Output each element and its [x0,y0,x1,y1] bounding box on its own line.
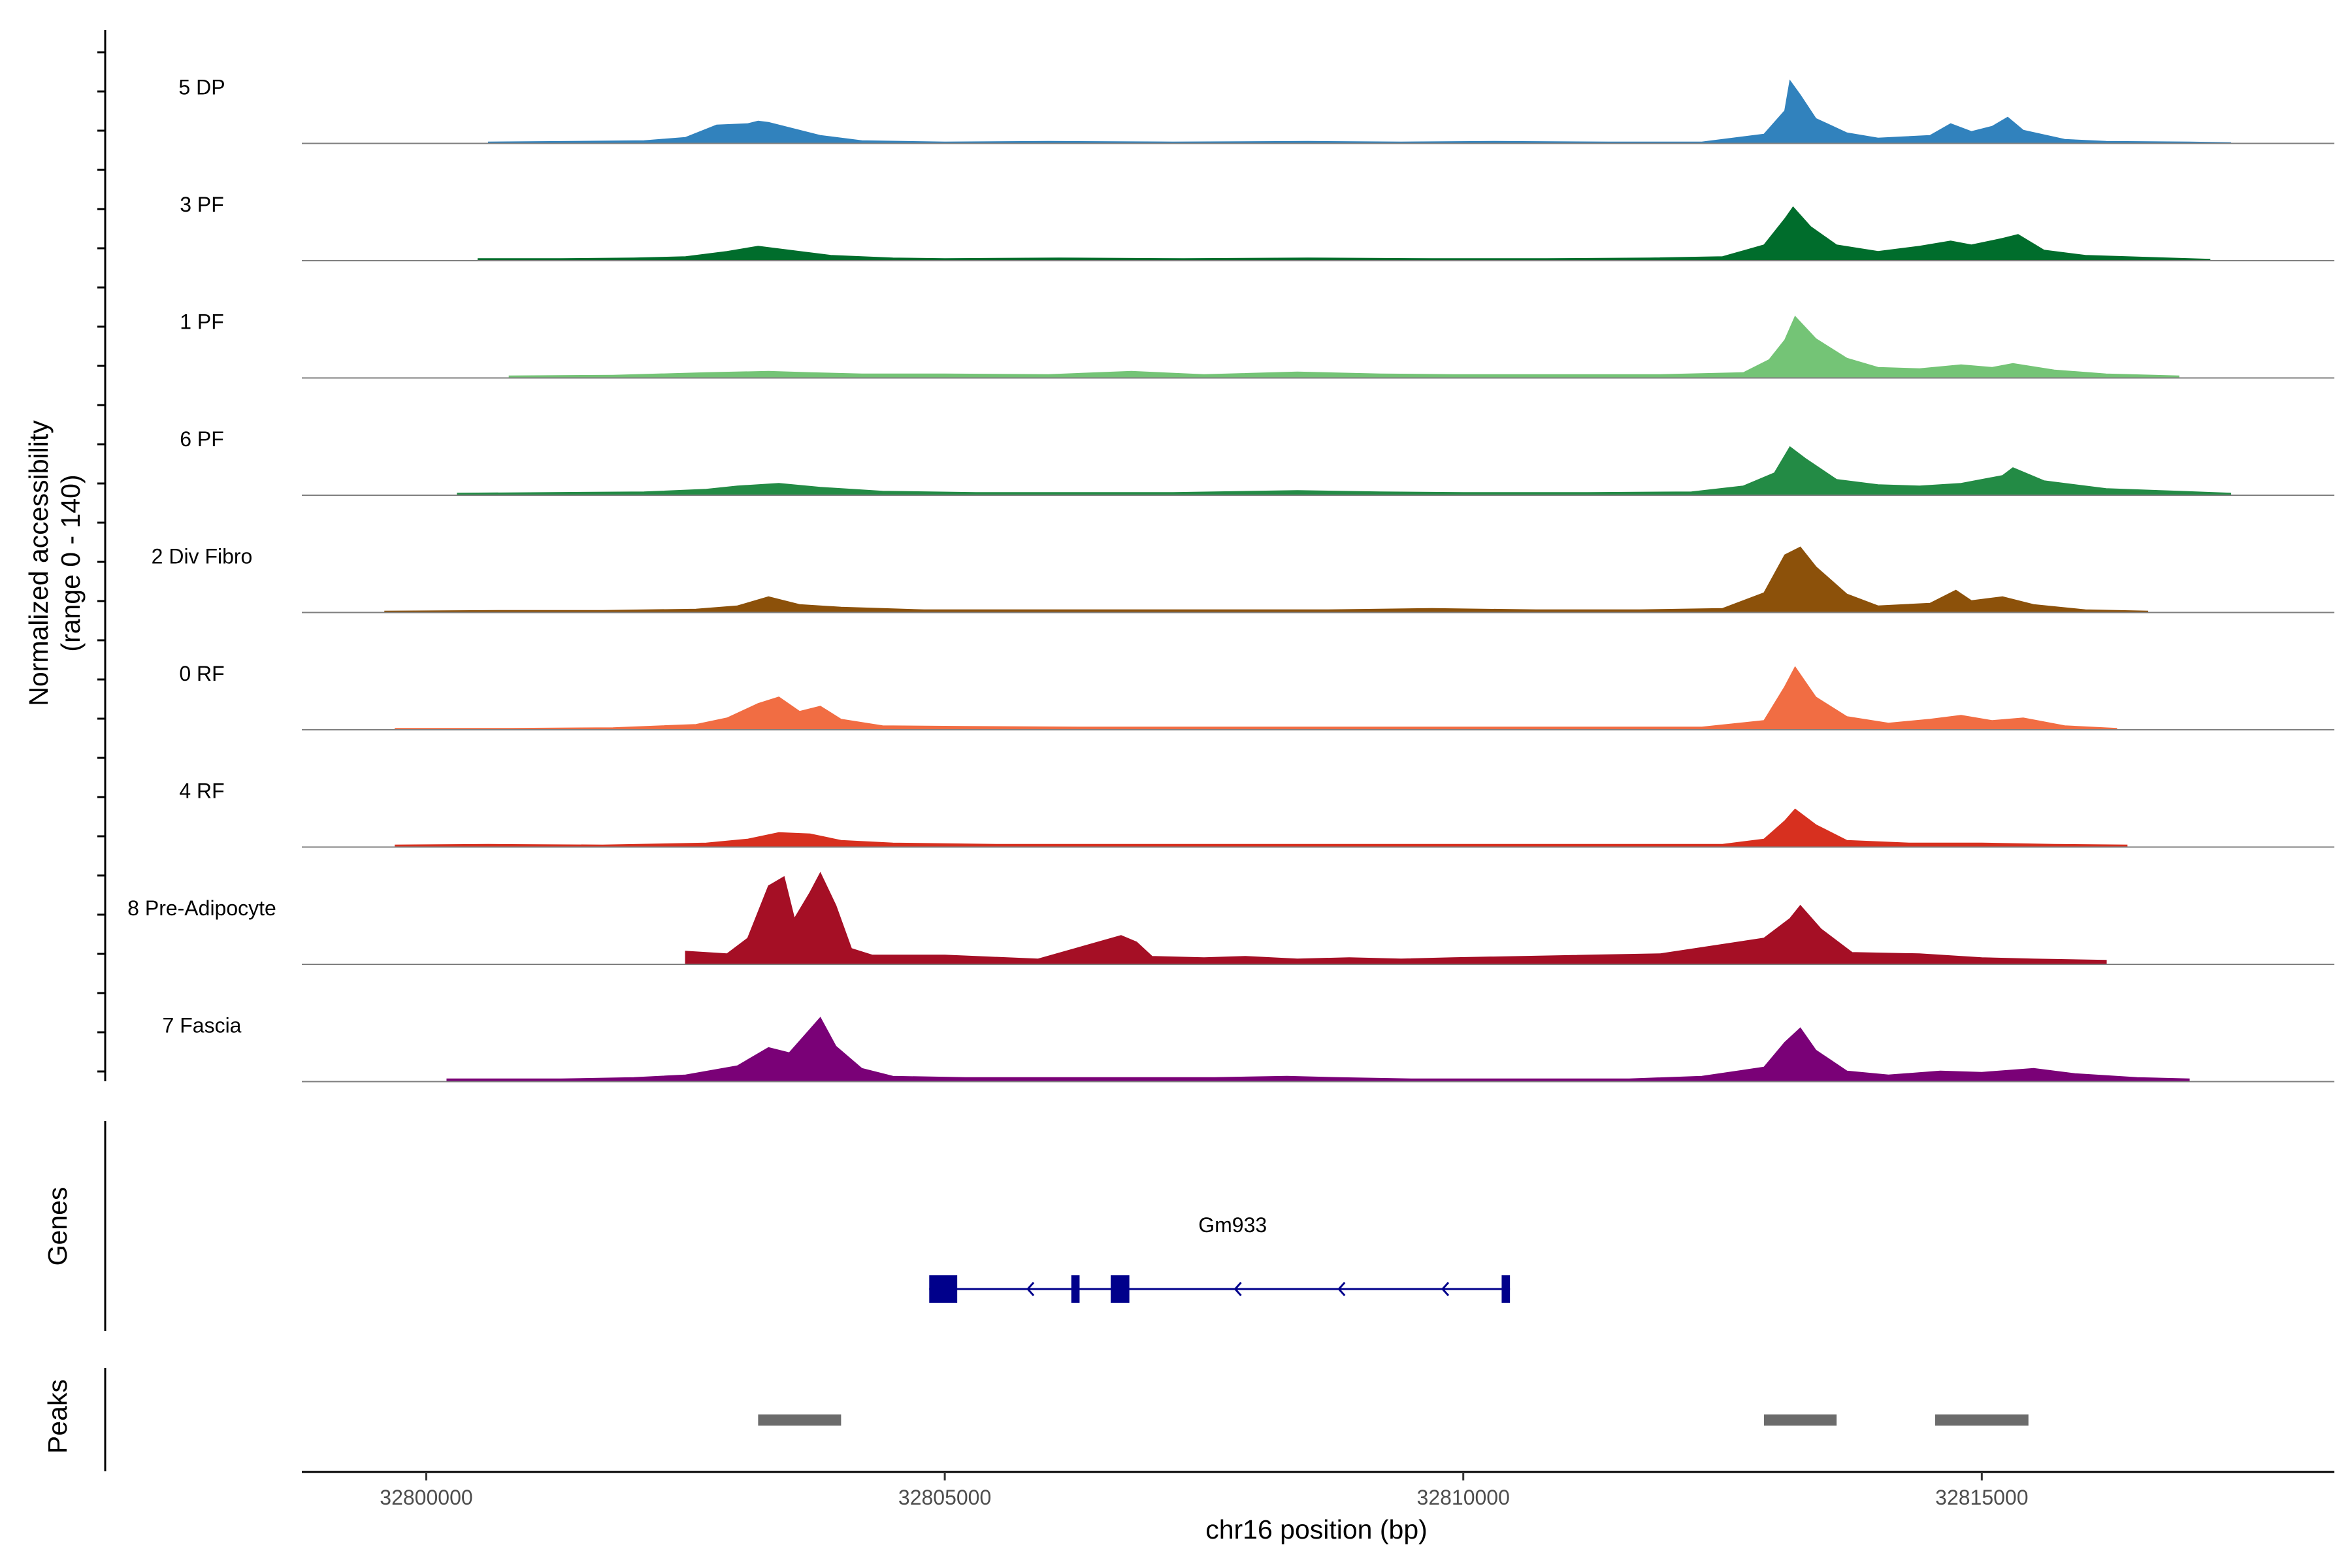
track-5-dp: 5 DP [178,76,2334,144]
track-8-pre-adipocyte: 8 Pre-Adipocyte [127,872,2334,965]
track-label: 8 Pre-Adipocyte [127,896,276,920]
coverage-area [487,79,2232,144]
track-label: 7 Fascia [163,1014,242,1037]
track-4-rf: 4 RF [179,779,2334,848]
gene-exon [1111,1275,1130,1303]
x-tick-label: 32810000 [1417,1486,1510,1509]
gene-exon [929,1275,958,1303]
track-label: 1 PF [180,310,224,334]
peak-region [1764,1414,1837,1426]
track-3-pf: 3 PF [180,193,2334,261]
track-label: 2 Div Fibro [152,545,253,568]
track-label: 4 RF [179,779,224,803]
coverage-area [446,1017,2190,1083]
x-tick-label: 32800000 [380,1486,472,1509]
genes-panel-title: Genes [42,1187,73,1266]
x-tick-label: 32805000 [898,1486,991,1509]
track-label: 5 DP [178,76,225,99]
coverage-area [457,446,2232,496]
peak-region [1935,1414,2029,1426]
y-axis-title: Normalized accessibility [24,420,54,706]
strand-arrow [1233,1281,1242,1297]
track-label: 6 PF [180,427,224,451]
gene-exon [1071,1275,1080,1303]
coverage-area [685,872,2107,965]
coverage-area [395,808,2128,848]
track-label: 0 RF [179,662,224,685]
coverage-tracks: 5 DP 3 PF 1 PF 6 PF 2 Div Fibro 0 RF 4 RF 8 Pre… [97,30,2334,1083]
genes-panel: Gm933 [104,1121,1511,1331]
gene-gm933: Gm933 [929,1213,1511,1303]
coverage-area [395,666,2117,730]
track-1-pf: 1 PF [180,310,2334,379]
peak-region [758,1414,841,1426]
track-2-div-fibro: 2 Div Fibro [152,545,2334,613]
coverage-area [478,206,2211,261]
x-axis-title: chr16 position (bp) [1205,1514,1428,1544]
peaks-panel [104,1368,2029,1471]
strand-arrow [1337,1281,1346,1297]
strand-arrow [1441,1281,1450,1297]
track-label: 3 PF [180,193,224,216]
track-7-fascia: 7 Fascia [163,1014,2334,1083]
peaks-panel-title: Peaks [42,1379,73,1454]
coverage-area [384,546,2149,613]
y-axis-range: (range 0 - 140) [56,474,86,651]
track-6-pf: 6 PF [180,427,2334,496]
gene-label: Gm933 [1198,1213,1267,1237]
track-0-rf: 0 RF [179,662,2334,730]
x-axis: 32800000 32805000 32810000 32815000 [302,1471,2334,1509]
strand-arrow [1026,1281,1035,1297]
gene-exon [1501,1275,1511,1303]
coverage-area [508,316,2180,379]
x-tick-label: 32815000 [1935,1486,2028,1509]
